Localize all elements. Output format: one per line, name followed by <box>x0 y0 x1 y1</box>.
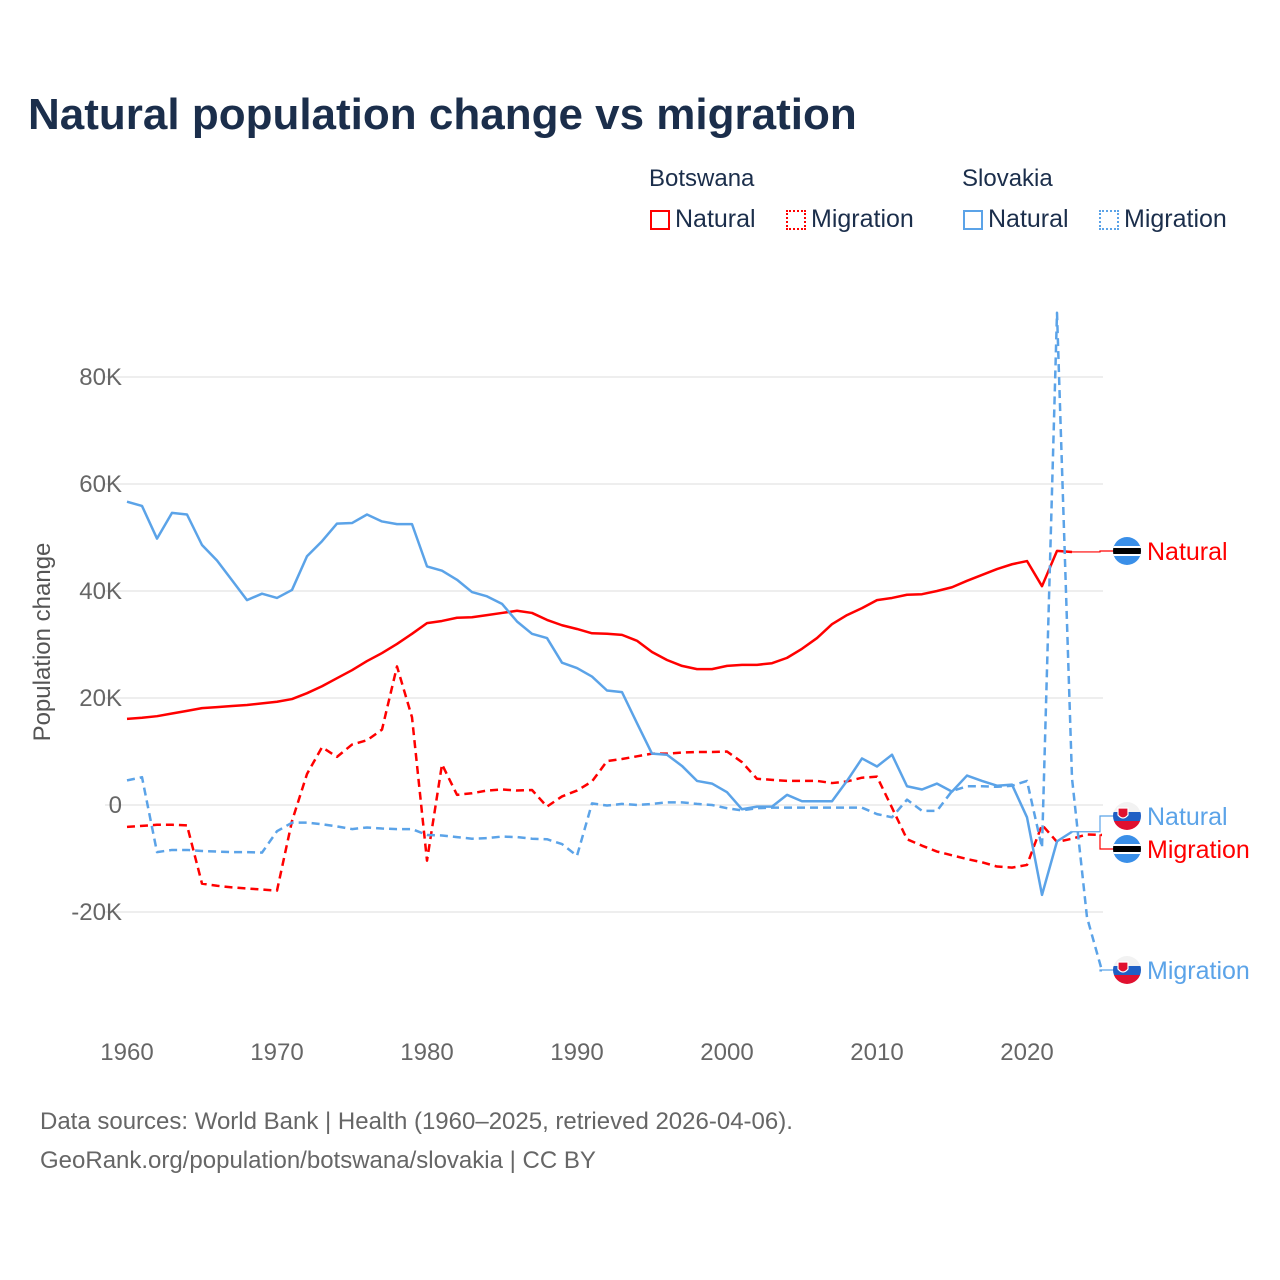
legend-label: Natural <box>988 205 1069 233</box>
legend-swatch <box>650 209 670 230</box>
y-tick-label: -20K <box>71 899 122 926</box>
legend-swatch <box>1099 209 1119 230</box>
x-tick-label: 1960 <box>100 1039 153 1066</box>
x-tick-label: 1990 <box>550 1039 603 1066</box>
y-tick-label: 20K <box>79 685 122 712</box>
source-note: Data sources: World Bank | Health (1960–… <box>40 1108 793 1135</box>
series-line-botswana-natural[interactable] <box>126 549 1073 721</box>
y-tick-label: 0 <box>109 792 122 819</box>
legend-swatch <box>963 209 983 230</box>
legend-botswana-natural[interactable]: Natural <box>650 205 756 234</box>
legend-group-botswana: Botswana <box>649 165 755 192</box>
series-line-slovakia-natural[interactable] <box>126 500 1073 897</box>
y-axis-label: Population change <box>29 543 56 742</box>
legend-label: Natural <box>675 205 756 233</box>
legend-label: Migration <box>811 205 914 233</box>
botswana-flag-icon <box>1113 537 1141 565</box>
legend-slovakia-natural[interactable]: Natural <box>963 205 1069 234</box>
label-connector <box>1099 969 1113 972</box>
botswana-flag-icon <box>1113 835 1141 863</box>
slovakia-flag-icon <box>1113 802 1141 830</box>
label-connector <box>1072 550 1113 553</box>
legend-slovakia-migration[interactable]: Migration <box>1099 205 1227 234</box>
y-tick-label: 80K <box>79 364 122 391</box>
y-tick-label: 60K <box>79 471 122 498</box>
slovakia-flag-icon <box>1113 956 1141 984</box>
legend-group-slovakia: Slovakia <box>962 165 1053 192</box>
end-label-botswana-migration: Migration <box>1147 836 1250 864</box>
end-label-slovakia-migration: Migration <box>1147 957 1250 985</box>
legend-botswana-migration[interactable]: Migration <box>786 205 914 234</box>
series-line-botswana-migration[interactable] <box>126 665 1103 892</box>
x-tick-label: 2000 <box>700 1039 753 1066</box>
chart-title: Natural population change vs migration <box>28 90 857 139</box>
series-line-slovakia-migration[interactable] <box>126 311 1104 972</box>
end-label-slovakia-natural: Natural <box>1147 803 1228 831</box>
x-tick-label: 2010 <box>850 1039 903 1066</box>
legend-swatch <box>786 209 806 230</box>
end-label-botswana-natural: Natural <box>1147 538 1228 566</box>
source-link[interactable]: GeoRank.org/population/botswana/slovakia… <box>40 1147 596 1174</box>
label-connector <box>1099 834 1113 850</box>
x-tick-label: 2020 <box>1000 1039 1053 1066</box>
legend-label: Migration <box>1124 205 1227 233</box>
y-tick-label: 40K <box>79 578 122 605</box>
x-tick-label: 1980 <box>400 1039 453 1066</box>
label-connector <box>1072 815 1113 833</box>
x-tick-label: 1970 <box>250 1039 303 1066</box>
plot-area: 80K 60K 40K 20K 0 -20K 1960 1970 1980 1990 2000 201… <box>29 311 1250 1066</box>
